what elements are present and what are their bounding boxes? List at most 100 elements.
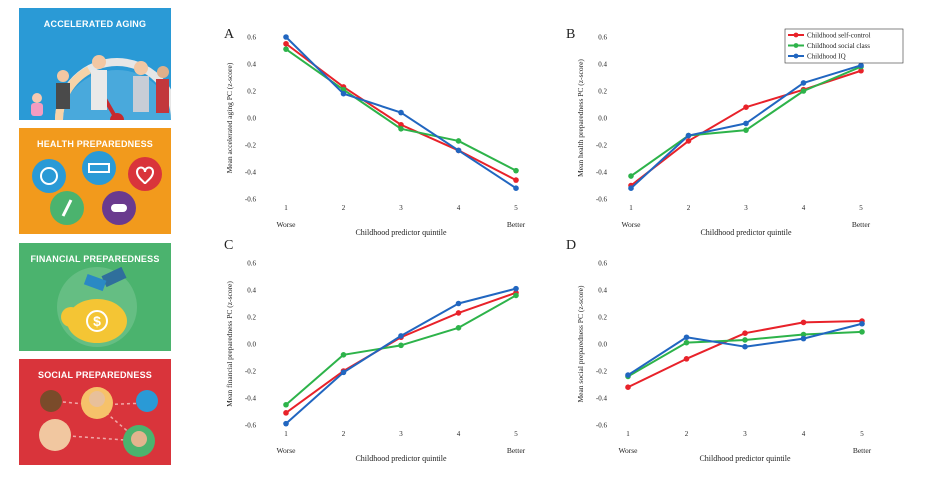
panel-label: D	[566, 238, 576, 253]
data-point	[859, 320, 865, 327]
y-tick-label: -0.6	[596, 422, 608, 430]
data-point	[398, 121, 404, 128]
panel-label: B	[566, 27, 575, 42]
legend-marker	[793, 32, 799, 38]
data-point	[340, 90, 347, 97]
legend: Childhood self-control Childhood social c…	[784, 28, 904, 64]
data-point	[800, 80, 807, 86]
data-point	[455, 310, 462, 316]
tile-title: HEALTH PREPAREDNESS	[37, 139, 153, 149]
data-point	[859, 329, 865, 335]
y-tick-label: -0.4	[245, 395, 257, 403]
y-axis-label: Mean health preparedness PC (z-score)	[576, 59, 585, 177]
legend-box	[784, 28, 904, 64]
x-axis-label: Childhood predictor quintile	[700, 228, 792, 237]
legend-label: Childhood social class	[807, 42, 870, 50]
legend-label: Childhood IQ	[807, 53, 846, 61]
health-illustration	[32, 151, 162, 225]
x-tick-label: 2	[342, 204, 346, 212]
data-point	[398, 342, 404, 349]
y-tick-label: -0.4	[596, 169, 608, 177]
y-tick-label: -0.4	[596, 395, 608, 403]
data-point	[742, 337, 748, 343]
y-tick-label: 0.4	[598, 287, 607, 295]
financial-preparedness-tile: $ FINANCIAL PREPAREDNESS	[19, 243, 171, 351]
data-point	[340, 352, 347, 358]
data-point	[683, 356, 690, 362]
data-point	[743, 120, 749, 127]
x-tick-label: 1	[284, 204, 288, 212]
data-point	[800, 331, 807, 338]
data-point	[858, 62, 864, 69]
data-point	[513, 167, 519, 174]
x-tick-sublabel: Better	[852, 220, 871, 229]
x-tick-label: 2	[685, 430, 689, 438]
data-point	[455, 147, 462, 154]
y-tick-label: 0.6	[247, 34, 256, 42]
y-tick-label: -0.4	[245, 169, 257, 177]
data-point	[800, 319, 807, 326]
chart-panel-a: A 0.6 0.4 0.2 0.0 -0.2 -0.4 -0.6 Mean accelerate…	[224, 27, 526, 237]
x-axis-label: Childhood predictor quintile	[699, 454, 791, 463]
data-point	[283, 420, 289, 427]
y-tick-label: 0.0	[247, 115, 256, 123]
x-tick-sublabel: Worse	[622, 220, 642, 229]
x-tick-label: 3	[743, 430, 747, 438]
x-tick-label: 3	[399, 430, 403, 438]
chart-panel-d: D 0.6 0.4 0.2 0.0 -0.2 -0.4 -0.6 Mean social pre…	[566, 238, 872, 463]
x-tick-label: 5	[514, 430, 518, 438]
data-point	[513, 285, 519, 292]
x-tick-label: 5	[514, 204, 518, 212]
tile-title: ACCELERATED AGING	[43, 19, 147, 29]
health-preparedness-tile: HEALTH PREPAREDNESS	[19, 128, 171, 234]
x-tick-label: 3	[744, 204, 748, 212]
y-tick-label: 0.0	[598, 115, 607, 123]
y-tick-label: 0.4	[598, 61, 607, 69]
y-tick-label: 0.6	[598, 34, 607, 42]
data-point	[513, 177, 519, 183]
x-tick-label: 1	[284, 430, 288, 438]
series-line	[285, 291, 517, 414]
data-point	[683, 339, 690, 346]
x-tick-label: 3	[399, 204, 403, 212]
data-point	[858, 67, 864, 74]
data-point	[455, 138, 462, 144]
legend-marker	[793, 53, 799, 59]
series-line	[285, 287, 517, 425]
x-axis-label: Childhood predictor quintile	[355, 228, 447, 237]
svg-text:$: $	[93, 313, 101, 329]
x-tick-label: 4	[457, 204, 461, 212]
x-tick-label: 5	[859, 204, 863, 212]
panel-label: C	[224, 238, 233, 253]
x-tick-label: 4	[802, 430, 806, 438]
data-point	[513, 185, 519, 191]
y-tick-label: 0.2	[598, 314, 607, 322]
aging-illustration	[31, 55, 171, 120]
x-tick-label: 1	[629, 204, 633, 212]
y-tick-label: 0.2	[247, 314, 256, 322]
y-tick-label: -0.2	[245, 142, 257, 150]
data-point	[455, 300, 462, 307]
data-point	[398, 126, 404, 132]
data-point	[628, 185, 634, 191]
x-tick-label: 5	[860, 430, 864, 438]
data-point	[628, 173, 634, 179]
y-tick-label: 0.4	[247, 61, 256, 69]
x-tick-sublabel: Better	[507, 220, 526, 229]
series-line	[630, 64, 862, 189]
y-tick-label: -0.6	[245, 422, 257, 430]
x-tick-sublabel: Better	[853, 446, 872, 455]
x-tick-sublabel: Worse	[277, 220, 297, 229]
data-point	[625, 384, 631, 391]
y-tick-label: -0.2	[596, 368, 608, 376]
data-point	[685, 132, 692, 139]
data-point	[283, 40, 289, 47]
social-preparedness-tile: SOCIAL PREPAREDNESS	[19, 359, 171, 465]
data-point	[513, 292, 519, 299]
x-tick-label: 2	[342, 430, 346, 438]
y-axis-label: Mean social preparedness PC (z-score)	[576, 285, 585, 403]
chart-panel-c: C 0.6 0.4 0.2 0.0 -0.2 -0.4 -0.6 Mean financial …	[224, 238, 526, 463]
x-axis-label: Childhood predictor quintile	[355, 454, 447, 463]
data-point	[685, 138, 692, 144]
